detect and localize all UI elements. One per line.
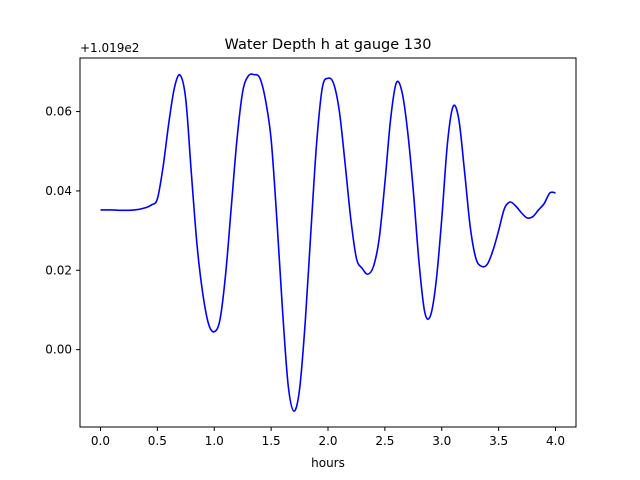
chart-title: Water Depth h at gauge 130	[225, 37, 432, 53]
x-tick-label: 1.5	[262, 434, 281, 448]
x-tick-label: 3.0	[432, 434, 451, 448]
x-tick-label: 3.5	[489, 434, 508, 448]
plot-area	[100, 73, 556, 412]
x-tick-label: 2.0	[318, 434, 337, 448]
x-tick-label: 0.0	[91, 434, 110, 448]
y-tick-label: 0.04	[45, 184, 72, 198]
y-offset-label: +1.019e2	[80, 41, 139, 55]
plot-frame	[79, 57, 577, 428]
x-tick-label: 4.0	[546, 434, 565, 448]
x-tick-label: 2.5	[375, 434, 394, 448]
x-tick-label: 1.0	[205, 434, 224, 448]
x-axis-label: hours	[311, 456, 345, 470]
y-tick-label: 0.02	[45, 263, 72, 277]
y-tick-label: 0.06	[45, 105, 72, 119]
y-tick-label: 0.00	[45, 343, 72, 357]
x-tick-label: 0.5	[148, 434, 167, 448]
y-axis: 0.00 0.02 0.04 0.06	[45, 105, 80, 357]
x-axis: 0.0 0.5 1.0 1.5 2.0 2.5 3.0 3.5 4.0	[91, 427, 565, 448]
series-line-0	[100, 73, 556, 412]
